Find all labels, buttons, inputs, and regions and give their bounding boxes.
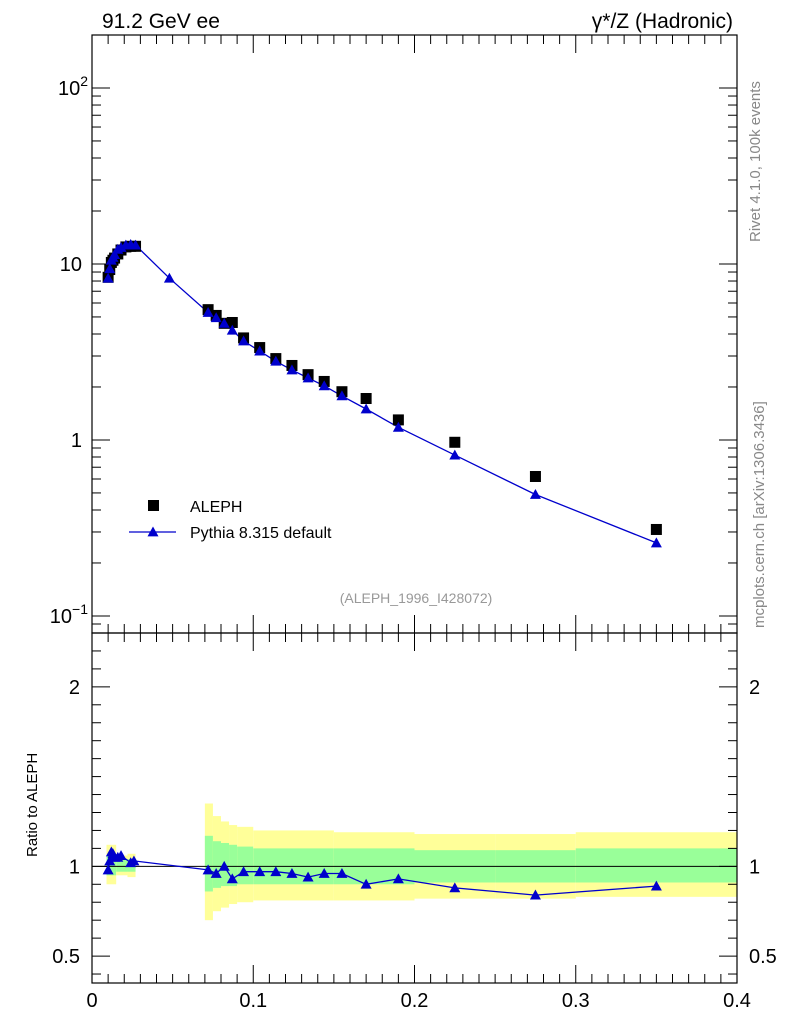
mc-point (163, 272, 175, 283)
ratio-mc-point (270, 866, 282, 877)
ratio-mc-point (238, 866, 250, 877)
ratio-mc-point (336, 868, 348, 878)
mc-point (226, 324, 238, 335)
main-ytick-label: 10 (60, 254, 82, 276)
mc-point (336, 390, 348, 401)
mc-point (130, 239, 142, 250)
mc-point (529, 488, 541, 499)
ratio-mc-point (254, 866, 266, 877)
xtick-label: 0.4 (723, 990, 751, 1012)
mc-point (650, 537, 662, 548)
ratio-frame (91, 632, 738, 984)
mc-point (360, 403, 372, 414)
ratio-mc-point (102, 864, 114, 875)
ratio-ytick-label-right: 0.5 (749, 946, 777, 968)
ratio-mc-point (392, 873, 404, 884)
mc-point (109, 249, 121, 260)
legend-mc-marker (147, 526, 159, 537)
ratio-mc-point (104, 855, 116, 866)
ratio-band-inner (106, 855, 117, 876)
xtick-label: 0.1 (239, 990, 267, 1012)
mc-point (202, 306, 214, 317)
ratio-mc-point (318, 868, 330, 878)
mc-point (318, 380, 330, 391)
rivet-label: Rivet 4.1.0, 100k events (747, 81, 764, 242)
ratio-mc-point (115, 850, 127, 860)
data-point (449, 436, 461, 448)
legend: ALEPH Pythia 8.315 default (129, 499, 332, 542)
ratio-ytick-label-left: 2 (69, 677, 80, 699)
xtick-label: 0 (86, 990, 97, 1012)
mcplots-label: mcplots.cern.ch [arXiv:1306.3436] (751, 401, 768, 628)
data-point (392, 414, 404, 426)
mc-point (302, 372, 314, 383)
ratio-mc-point (202, 864, 214, 875)
mc-point (286, 364, 298, 375)
mc-point (102, 272, 114, 283)
mc-point (270, 355, 282, 366)
ratio-band-inner (229, 844, 238, 887)
mc-point (449, 449, 461, 460)
xtick-label: 0.3 (562, 990, 590, 1012)
ratio-band-inner (116, 859, 128, 872)
legend-data-label: ALEPH (190, 499, 242, 516)
ratio-ytick-label-left: 0.5 (52, 946, 80, 968)
mc-point (218, 317, 230, 328)
ratio-mc-point (449, 882, 461, 893)
data-point (650, 523, 662, 535)
ratio-band-inner (212, 841, 221, 888)
ratio-mc-point (128, 855, 140, 866)
header-left: 91.2 GeV ee (102, 10, 220, 33)
ratio-mc-point (286, 868, 298, 878)
main-plot-panel: 10−1 1 10 102 ALEPH Pythia 8.315 default (50, 34, 738, 634)
data-point (529, 470, 541, 482)
xtick-label: 0.2 (401, 990, 429, 1012)
ratio-mc-point (302, 871, 314, 882)
main-ytick-label: 1 (71, 430, 82, 452)
ratio-ytick-label-right: 2 (749, 677, 760, 699)
mc-point (254, 345, 266, 356)
mc-point (392, 421, 404, 432)
data-point (360, 393, 372, 405)
data-point (226, 316, 238, 328)
ratio-mc-point (529, 889, 541, 900)
main-ytick-label: 102 (58, 73, 88, 100)
mc-point (104, 263, 116, 274)
ratio-mc-point (226, 873, 238, 884)
header-right: γ*/Z (Hadronic) (592, 10, 733, 33)
ratio-ylabel: Ratio to ALEPH (24, 753, 41, 857)
legend-mc-label: Pythia 8.315 default (190, 525, 332, 542)
ratio-ytick-label-left: 1 (69, 856, 80, 878)
ratio-mc-point (210, 868, 222, 878)
mc-point (210, 312, 222, 323)
ratio-plot-panel: 0 0.1 0.2 0.3 0.4 0.5 0.5 1 1 2 2 (52, 632, 777, 1012)
main-ytick-label: 10−1 (50, 601, 88, 628)
ratio-mc-point (650, 880, 662, 891)
ratio-mc-point (218, 860, 230, 871)
main-frame (91, 34, 738, 634)
analysis-label: (ALEPH_1996_I428072) (340, 590, 493, 606)
ratio-band-inner (575, 848, 737, 883)
ratio-band-inner (204, 835, 213, 892)
mc-point (238, 335, 250, 346)
legend-data-marker (148, 500, 159, 511)
ratio-ytick-label-right: 1 (749, 856, 760, 878)
ratio-band-inner (237, 846, 254, 885)
ratio-mc-point (360, 878, 372, 889)
